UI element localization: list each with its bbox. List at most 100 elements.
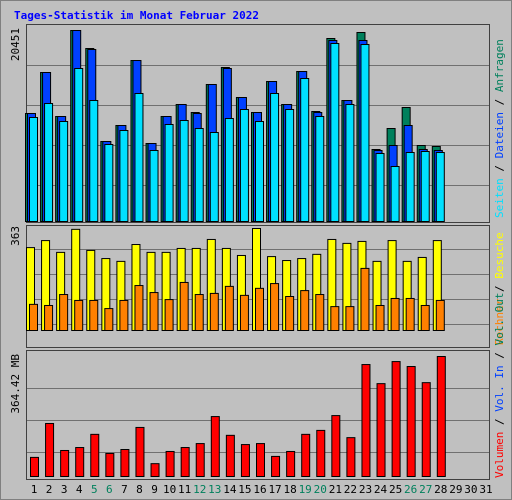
x-tick-label: 23 bbox=[359, 483, 372, 496]
x-tick-label: 31 bbox=[479, 483, 492, 496]
bar bbox=[421, 382, 431, 478]
legend-entry: Rechner bbox=[493, 298, 506, 345]
bar bbox=[135, 426, 145, 477]
bar bbox=[301, 433, 311, 477]
x-tick-label: 29 bbox=[449, 483, 462, 496]
x-tick-label: 15 bbox=[238, 483, 251, 496]
bar bbox=[210, 416, 220, 477]
x-tick-label: 25 bbox=[389, 483, 402, 496]
bar bbox=[44, 103, 54, 222]
bar bbox=[180, 447, 190, 478]
x-tick-label: 13 bbox=[208, 483, 221, 496]
legend-entry: Besuche bbox=[493, 232, 506, 278]
legend-entry: Volumen bbox=[493, 432, 506, 478]
bar bbox=[134, 285, 144, 331]
bar bbox=[360, 44, 370, 222]
bar bbox=[209, 132, 219, 222]
bar bbox=[405, 297, 415, 332]
legend-separator: / bbox=[493, 92, 506, 112]
x-tick-label: 5 bbox=[91, 483, 98, 496]
bar bbox=[59, 294, 69, 331]
legend: Rechner / Besuche bbox=[493, 232, 506, 345]
bar bbox=[391, 361, 401, 478]
bar bbox=[29, 117, 38, 222]
bar bbox=[285, 296, 295, 331]
bar bbox=[256, 443, 265, 477]
x-tick-label: 1 bbox=[31, 483, 38, 496]
x-tick-label: 9 bbox=[151, 483, 158, 496]
bar bbox=[375, 152, 385, 222]
bar bbox=[209, 292, 219, 331]
x-tick-label: 18 bbox=[284, 483, 297, 496]
bar bbox=[420, 151, 430, 222]
legend: Seiten / Dateien / Anfragen bbox=[493, 39, 506, 218]
bar bbox=[390, 166, 400, 222]
bar bbox=[239, 109, 249, 222]
x-tick-label: 8 bbox=[136, 483, 143, 496]
x-tick-label: 28 bbox=[434, 483, 447, 496]
bar bbox=[165, 450, 175, 478]
x-tick-label: 6 bbox=[106, 483, 113, 496]
bar bbox=[45, 422, 55, 478]
bar bbox=[435, 152, 445, 222]
x-tick-label: 17 bbox=[268, 483, 281, 496]
bar bbox=[345, 306, 355, 331]
bar bbox=[164, 299, 174, 332]
bar bbox=[405, 152, 415, 222]
bar bbox=[436, 356, 446, 477]
bar bbox=[286, 450, 296, 478]
bar bbox=[89, 100, 99, 222]
bar bbox=[90, 433, 100, 477]
bar bbox=[331, 415, 341, 477]
bar bbox=[390, 297, 400, 332]
legend-separator: / bbox=[493, 346, 506, 366]
bar bbox=[104, 144, 114, 222]
bar bbox=[224, 118, 234, 222]
y-tick-label: 363 bbox=[9, 226, 22, 246]
x-tick-label: 20 bbox=[314, 483, 327, 496]
bar bbox=[330, 43, 340, 222]
bar bbox=[255, 121, 264, 222]
bar bbox=[270, 283, 280, 331]
bar bbox=[375, 304, 385, 331]
bar bbox=[104, 308, 114, 331]
bar bbox=[271, 455, 281, 478]
bar bbox=[435, 299, 445, 332]
bar bbox=[30, 456, 39, 477]
bar bbox=[164, 124, 174, 222]
bar bbox=[270, 93, 280, 222]
legend-separator: / bbox=[493, 158, 506, 178]
x-tick-label: 2 bbox=[46, 483, 53, 496]
x-tick-label: 19 bbox=[299, 483, 312, 496]
y-tick-label: 20451 bbox=[9, 28, 22, 61]
x-tick-label: 30 bbox=[464, 483, 477, 496]
bar bbox=[150, 463, 160, 478]
bar bbox=[74, 299, 84, 332]
bar bbox=[406, 366, 416, 477]
bar bbox=[360, 267, 370, 331]
bar bbox=[240, 444, 250, 478]
legend-entry: Vol. Out bbox=[493, 293, 506, 346]
bar bbox=[300, 78, 310, 222]
bar bbox=[224, 285, 234, 332]
bar bbox=[315, 116, 325, 222]
bar bbox=[239, 294, 249, 332]
bar bbox=[315, 294, 325, 331]
x-tick-label: 10 bbox=[163, 483, 176, 496]
bar bbox=[60, 449, 70, 477]
y-tick-label: 364.42 MB bbox=[9, 354, 22, 414]
bar bbox=[255, 287, 264, 331]
bar bbox=[330, 306, 340, 331]
bar bbox=[345, 104, 355, 222]
x-tick-label: 16 bbox=[253, 483, 266, 496]
bar bbox=[105, 452, 115, 478]
x-tick-label: 21 bbox=[329, 483, 342, 496]
x-tick-label: 12 bbox=[193, 483, 206, 496]
x-tick-label: 24 bbox=[374, 483, 388, 496]
chart-title: Tages-Statistik im Monat Februar 2022 bbox=[14, 9, 259, 22]
bar bbox=[225, 434, 235, 478]
bar bbox=[420, 304, 430, 331]
legend-entry: Vol. In bbox=[493, 365, 506, 411]
bar bbox=[89, 299, 99, 332]
